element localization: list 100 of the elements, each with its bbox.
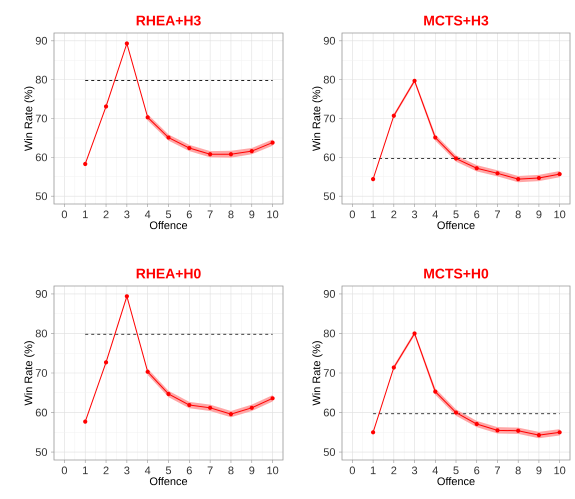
- y-tick-label: 80: [324, 330, 336, 338]
- point: [187, 402, 192, 408]
- x-tick-label: 10: [554, 210, 566, 218]
- y-tick-label: 50: [324, 448, 336, 456]
- y-axis-title: Win Rate (%): [24, 341, 34, 406]
- point: [454, 410, 458, 415]
- x-axis-title: Offence: [150, 477, 188, 486]
- point: [83, 420, 88, 424]
- point: [433, 135, 438, 140]
- x-axis-title: Offence: [150, 221, 188, 230]
- x-tick-label: 3: [412, 466, 418, 474]
- point: [495, 428, 500, 432]
- x-tick-label: 7: [208, 210, 213, 218]
- x-tick-label: 6: [474, 210, 480, 218]
- y-axis-title: Win Rate (%): [312, 86, 322, 152]
- y-tick-label: 80: [36, 330, 48, 338]
- point: [558, 430, 562, 434]
- x-tick-label: 5: [166, 210, 172, 218]
- x-tick-label: 3: [124, 466, 130, 474]
- y-tick-label: 70: [324, 369, 336, 377]
- x-tick-label: 4: [432, 466, 438, 474]
- point: [166, 392, 171, 396]
- x-tick-label: 0: [62, 210, 68, 218]
- x-tick-label: 9: [249, 466, 254, 474]
- y-tick-label: 50: [324, 192, 336, 200]
- point: [270, 396, 275, 400]
- point: [558, 172, 562, 176]
- point: [104, 104, 108, 109]
- y-tick-label: 90: [36, 290, 48, 298]
- y-tick-label: 60: [324, 154, 336, 162]
- point: [166, 135, 171, 140]
- x-tick-label: 9: [536, 210, 542, 218]
- point: [433, 389, 438, 394]
- point: [474, 166, 479, 170]
- y-tick-label: 60: [36, 154, 48, 162]
- point: [228, 412, 234, 416]
- point: [392, 114, 396, 118]
- x-tick-label: 2: [104, 210, 109, 218]
- x-tick-label: 0: [350, 210, 355, 218]
- y-tick-label: 90: [324, 36, 336, 45]
- point: [187, 146, 192, 150]
- x-tick-label: 10: [267, 210, 278, 218]
- x-tick-label: 2: [391, 210, 396, 218]
- point: [516, 177, 520, 182]
- point: [83, 162, 88, 166]
- point: [536, 432, 542, 438]
- x-tick-label: 6: [474, 466, 480, 474]
- y-tick-label: 50: [36, 192, 48, 200]
- x-tick-label: 1: [83, 466, 88, 474]
- x-axis-title: Offence: [437, 477, 475, 486]
- x-tick-label: 5: [453, 466, 459, 474]
- point: [124, 294, 129, 298]
- x-tick-label: 0: [350, 466, 355, 474]
- y-tick-label: 90: [36, 36, 48, 45]
- x-tick-label: 7: [494, 466, 500, 474]
- x-tick-label: 7: [208, 466, 213, 474]
- point: [228, 152, 234, 156]
- point: [370, 177, 376, 182]
- chart-title: RHEA+H0: [136, 268, 201, 279]
- point: [495, 171, 500, 176]
- x-tick-label: 1: [370, 466, 376, 474]
- point: [250, 149, 254, 154]
- point: [474, 422, 479, 426]
- y-tick-label: 70: [36, 369, 48, 377]
- x-tick-label: 3: [412, 210, 418, 218]
- x-tick-label: 2: [391, 466, 396, 474]
- x-tick-label: 10: [267, 466, 278, 474]
- point: [250, 406, 254, 410]
- y-tick-label: 80: [324, 76, 336, 84]
- point: [412, 331, 417, 336]
- x-tick-label: 6: [186, 466, 192, 474]
- x-tick-label: 6: [186, 210, 192, 218]
- x-tick-label: 8: [228, 466, 234, 474]
- point: [270, 140, 275, 145]
- point: [454, 156, 458, 161]
- y-tick-label: 90: [324, 290, 336, 298]
- x-tick-label: 1: [83, 210, 88, 218]
- x-tick-label: 8: [228, 210, 234, 218]
- x-tick-label: 1: [370, 210, 376, 218]
- chart-title: MCTS+H3: [424, 16, 488, 26]
- x-tick-label: 2: [104, 466, 109, 474]
- y-tick-label: 80: [36, 76, 48, 84]
- x-tick-label: 8: [516, 210, 521, 218]
- point: [516, 428, 520, 433]
- x-tick-label: 9: [249, 210, 254, 218]
- x-tick-label: 4: [432, 210, 438, 218]
- y-axis-title: Win Rate (%): [24, 86, 34, 152]
- y-tick-label: 60: [324, 408, 336, 416]
- point: [412, 78, 417, 83]
- x-tick-label: 3: [124, 210, 130, 218]
- x-tick-label: 9: [536, 466, 542, 474]
- y-tick-label: 70: [324, 114, 336, 122]
- x-tick-label: 4: [144, 466, 150, 474]
- x-axis-title: Offence: [437, 221, 475, 230]
- x-tick-label: 10: [554, 466, 566, 474]
- point: [146, 370, 150, 374]
- chart-title: RHEA+H3: [136, 16, 201, 26]
- x-tick-label: 0: [62, 466, 68, 474]
- y-tick-label: 60: [36, 408, 48, 416]
- x-tick-label: 8: [516, 466, 521, 474]
